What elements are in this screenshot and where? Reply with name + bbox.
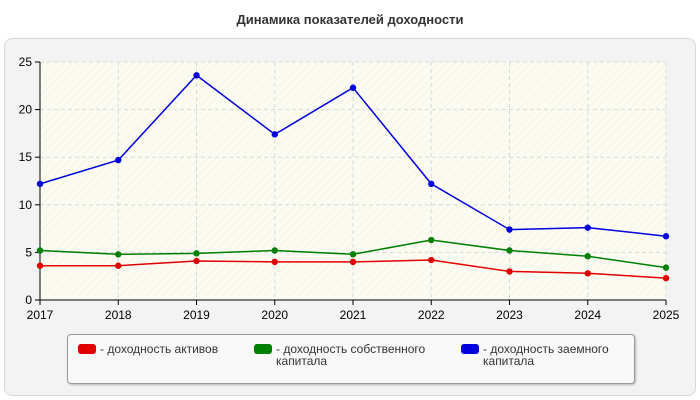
data-point-equity bbox=[349, 251, 357, 258]
data-point-assets bbox=[349, 258, 357, 266]
legend-item-assets: - доходность активов bbox=[78, 343, 250, 355]
y-tick-label: 20 bbox=[19, 103, 33, 117]
x-tick-label: 2022 bbox=[418, 308, 445, 322]
data-point-borrowed bbox=[193, 72, 200, 79]
series-lines bbox=[36, 72, 670, 282]
x-tick-label: 2018 bbox=[105, 308, 132, 322]
data-point-equity bbox=[193, 250, 200, 257]
data-point-assets bbox=[193, 257, 200, 265]
y-tick-label: 5 bbox=[25, 245, 32, 259]
data-point-borrowed bbox=[506, 226, 513, 233]
data-point-assets bbox=[36, 262, 44, 269]
legend-swatch-assets bbox=[78, 344, 96, 354]
data-point-borrowed bbox=[271, 131, 278, 138]
legend-label-assets: - доходность активов bbox=[100, 342, 219, 356]
data-point-borrowed bbox=[36, 180, 44, 188]
data-point-borrowed bbox=[662, 233, 670, 240]
data-point-equity bbox=[662, 264, 670, 271]
data-point-assets bbox=[428, 256, 435, 264]
data-point-assets bbox=[584, 270, 591, 277]
x-tick-label: 2020 bbox=[261, 308, 288, 322]
data-point-assets bbox=[506, 268, 513, 275]
data-point-assets bbox=[271, 258, 278, 266]
x-tick-label: 2021 bbox=[340, 308, 367, 322]
data-point-borrowed bbox=[584, 224, 591, 231]
legend-item-borrowed: - доходность заемного капитала bbox=[461, 343, 633, 367]
legend-item-equity: - доходность собственного капитала bbox=[254, 343, 426, 367]
legend-label-equity: - доходность собственного капитала bbox=[276, 342, 426, 368]
y-tick-label: 25 bbox=[19, 55, 33, 69]
data-point-assets bbox=[115, 262, 122, 269]
data-point-borrowed bbox=[428, 180, 435, 188]
y-tick-label: 15 bbox=[19, 150, 33, 164]
data-point-equity bbox=[115, 251, 122, 258]
y-tick-label: 0 bbox=[25, 293, 32, 307]
data-point-equity bbox=[506, 247, 513, 254]
legend-swatch-equity bbox=[254, 344, 272, 354]
data-point-equity bbox=[428, 236, 435, 244]
x-tick-label: 2023 bbox=[496, 308, 523, 322]
data-point-equity bbox=[271, 247, 278, 254]
chart-legend: - доходность активов - доходность собств… bbox=[67, 334, 635, 384]
x-tick-label: 2019 bbox=[183, 308, 210, 322]
data-point-borrowed bbox=[349, 84, 357, 91]
legend-label-borrowed: - доходность заемного капитала bbox=[483, 342, 609, 368]
chart-title: Динамика показателей доходности bbox=[236, 12, 464, 27]
x-tick-label: 2017 bbox=[27, 308, 54, 322]
data-point-assets bbox=[662, 274, 670, 282]
x-tick-label: 2024 bbox=[574, 308, 601, 322]
y-tick-label: 10 bbox=[19, 198, 33, 212]
x-tick-label: 2025 bbox=[653, 308, 680, 322]
data-point-equity bbox=[584, 253, 591, 260]
legend-swatch-borrowed bbox=[461, 344, 479, 354]
data-point-borrowed bbox=[115, 156, 122, 164]
data-point-equity bbox=[36, 247, 44, 254]
